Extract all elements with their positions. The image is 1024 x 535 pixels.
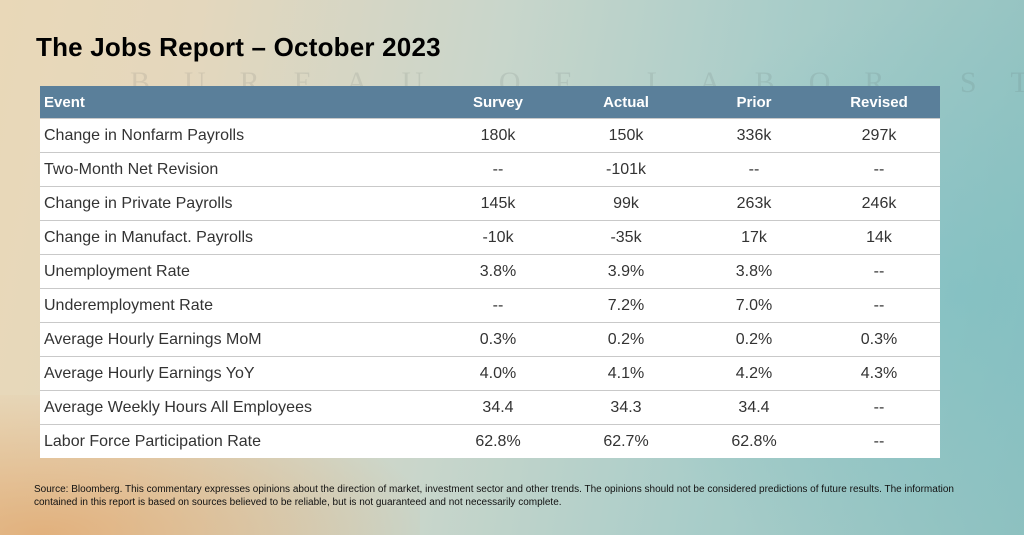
actual-cell: 7.2% xyxy=(562,288,690,323)
revised-cell: 297k xyxy=(818,118,940,153)
table-row: Labor Force Participation Rate 62.8% 62.… xyxy=(40,424,940,458)
prior-cell: 34.4 xyxy=(690,390,818,425)
revised-cell: 14k xyxy=(818,220,940,255)
prior-cell: 3.8% xyxy=(690,254,818,289)
table-row: Two-Month Net Revision -- -101k -- -- xyxy=(40,152,940,187)
survey-cell: 62.8% xyxy=(434,424,562,458)
revised-cell: -- xyxy=(818,424,940,458)
survey-cell: 180k xyxy=(434,118,562,153)
table-row: Underemployment Rate -- 7.2% 7.0% -- xyxy=(40,288,940,323)
prior-cell: 7.0% xyxy=(690,288,818,323)
actual-cell: 150k xyxy=(562,118,690,153)
actual-cell: -101k xyxy=(562,152,690,187)
table-row: Average Weekly Hours All Employees 34.4 … xyxy=(40,390,940,425)
revised-cell: 0.3% xyxy=(818,322,940,357)
source-footnote: Source: Bloomberg. This commentary expre… xyxy=(34,484,954,508)
column-header-event: Event xyxy=(40,86,434,119)
actual-cell: -35k xyxy=(562,220,690,255)
event-cell: Unemployment Rate xyxy=(40,254,434,289)
survey-cell: 4.0% xyxy=(434,356,562,391)
actual-cell: 0.2% xyxy=(562,322,690,357)
column-header-revised: Revised xyxy=(818,86,940,119)
column-header-survey: Survey xyxy=(434,86,562,119)
table-row: Change in Nonfarm Payrolls 180k 150k 336… xyxy=(40,118,940,153)
event-cell: Change in Nonfarm Payrolls xyxy=(40,118,434,153)
actual-cell: 3.9% xyxy=(562,254,690,289)
actual-cell: 99k xyxy=(562,186,690,221)
event-cell: Underemployment Rate xyxy=(40,288,434,323)
actual-cell: 62.7% xyxy=(562,424,690,458)
revised-cell: -- xyxy=(818,254,940,289)
actual-cell: 4.1% xyxy=(562,356,690,391)
table-row: Unemployment Rate 3.8% 3.9% 3.8% -- xyxy=(40,254,940,289)
revised-cell: 4.3% xyxy=(818,356,940,391)
event-cell: Average Hourly Earnings YoY xyxy=(40,356,434,391)
survey-cell: -10k xyxy=(434,220,562,255)
prior-cell: 336k xyxy=(690,118,818,153)
table-row: Average Hourly Earnings MoM 0.3% 0.2% 0.… xyxy=(40,322,940,357)
event-cell: Change in Private Payrolls xyxy=(40,186,434,221)
table-row: Average Hourly Earnings YoY 4.0% 4.1% 4.… xyxy=(40,356,940,391)
column-header-actual: Actual xyxy=(562,86,690,119)
table-row: Change in Private Payrolls 145k 99k 263k… xyxy=(40,186,940,221)
revised-cell: -- xyxy=(818,152,940,187)
prior-cell: 0.2% xyxy=(690,322,818,357)
prior-cell: -- xyxy=(690,152,818,187)
event-cell: Two-Month Net Revision xyxy=(40,152,434,187)
prior-cell: 62.8% xyxy=(690,424,818,458)
survey-cell: 34.4 xyxy=(434,390,562,425)
survey-cell: 145k xyxy=(434,186,562,221)
revised-cell: 246k xyxy=(818,186,940,221)
revised-cell: -- xyxy=(818,288,940,323)
survey-cell: 3.8% xyxy=(434,254,562,289)
survey-cell: 0.3% xyxy=(434,322,562,357)
actual-cell: 34.3 xyxy=(562,390,690,425)
event-cell: Change in Manufact. Payrolls xyxy=(40,220,434,255)
event-cell: Average Hourly Earnings MoM xyxy=(40,322,434,357)
event-cell: Labor Force Participation Rate xyxy=(40,424,434,458)
prior-cell: 17k xyxy=(690,220,818,255)
survey-cell: -- xyxy=(434,152,562,187)
table-row: Change in Manufact. Payrolls -10k -35k 1… xyxy=(40,220,940,255)
survey-cell: -- xyxy=(434,288,562,323)
table-header-row: Event Survey Actual Prior Revised xyxy=(40,86,940,119)
jobs-report-table: Event Survey Actual Prior Revised Change… xyxy=(40,86,940,458)
page-title: The Jobs Report – October 2023 xyxy=(36,32,441,62)
event-cell: Average Weekly Hours All Employees xyxy=(40,390,434,425)
prior-cell: 4.2% xyxy=(690,356,818,391)
prior-cell: 263k xyxy=(690,186,818,221)
revised-cell: -- xyxy=(818,390,940,425)
column-header-prior: Prior xyxy=(690,86,818,119)
